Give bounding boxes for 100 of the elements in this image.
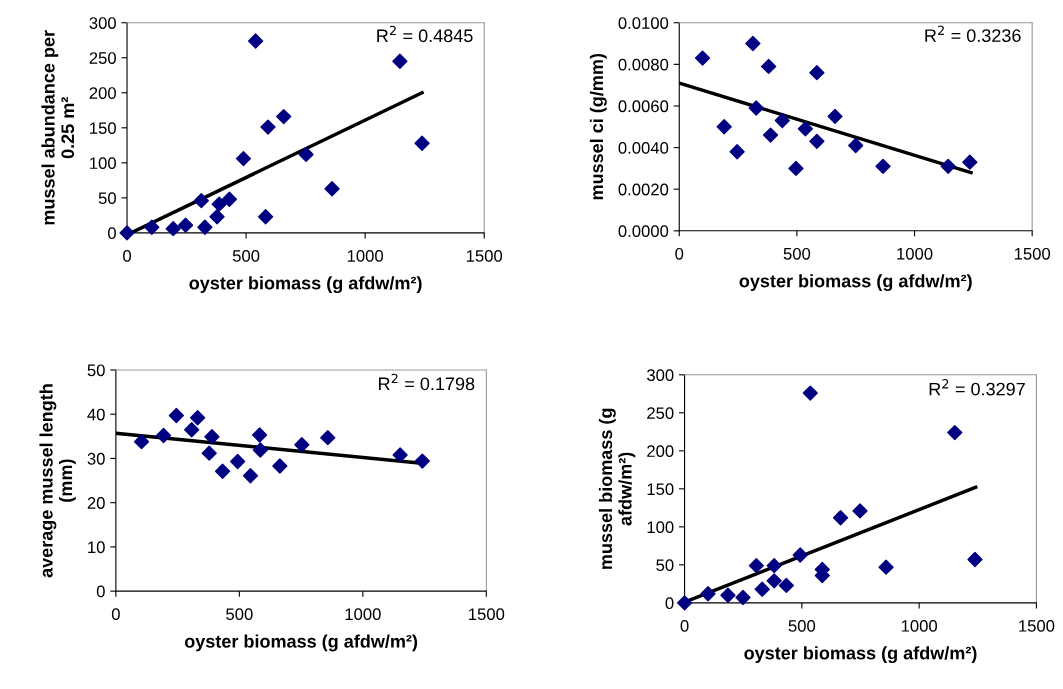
point: [221, 191, 238, 207]
point: [745, 35, 761, 52]
annotation: R$^{2}$ = 0.3236: [925, 25, 1021, 43]
point: [809, 133, 825, 149]
x-tick-label: 1500: [469, 608, 505, 621]
point: [242, 468, 259, 484]
y-tick-label: 0.0080: [618, 58, 669, 71]
point: [716, 119, 732, 135]
point: [201, 445, 217, 461]
point: [774, 112, 790, 129]
y-tick-label: 100: [90, 157, 116, 170]
x-tick-label: 500: [232, 249, 260, 262]
point: [875, 158, 891, 174]
annotation: R$^{2}$ = 0.3297: [929, 379, 1025, 396]
y-tick-label: 200: [89, 87, 116, 99]
y-tick-label: 50: [87, 364, 105, 377]
y-tick-label: 10: [88, 541, 105, 554]
point: [802, 385, 818, 401]
point: [878, 559, 894, 575]
y-axis-title: average mussel length (mm): [39, 384, 76, 578]
point: [324, 181, 340, 197]
point: [209, 209, 225, 225]
point: [119, 225, 135, 241]
point: [189, 410, 206, 426]
y-tick-label: 0.0000: [618, 225, 669, 238]
point: [414, 135, 430, 151]
point: [184, 422, 200, 438]
point: [832, 510, 849, 526]
y-tick-label: 150: [90, 122, 116, 135]
point: [235, 150, 252, 167]
point: [298, 146, 314, 163]
x-axis-title: oyster biomass (g afdw/m²): [739, 274, 972, 292]
x-tick-label: 0: [680, 619, 689, 632]
point: [168, 407, 185, 424]
point: [694, 50, 711, 66]
point: [947, 424, 963, 441]
point: [177, 217, 194, 233]
y-tick-label: 0.0100: [618, 17, 669, 29]
y-tick-label: 100: [647, 521, 674, 534]
y-tick-label: 40: [87, 408, 105, 421]
y-tick-label: 20: [87, 497, 105, 509]
point: [193, 193, 209, 209]
x-tick-label: 0: [675, 247, 684, 260]
point: [676, 595, 693, 611]
point: [766, 557, 782, 574]
point: [247, 33, 264, 49]
point: [748, 557, 764, 574]
point: [320, 430, 336, 446]
x-axis-title: oyster biomass (g afdw/m²): [744, 646, 977, 664]
point: [257, 209, 274, 225]
point: [967, 551, 983, 568]
point: [748, 100, 764, 116]
point: [754, 581, 770, 597]
x-axis-title: oyster biomass (g afdw/m²): [189, 276, 422, 294]
x-tick-label: 1000: [897, 247, 933, 260]
point: [414, 453, 430, 469]
y-tick-label: 0.0040: [618, 141, 669, 154]
x-tick-label: 0: [123, 249, 132, 262]
y-axis-title: mussel biomass (g afdw/m²): [598, 408, 636, 569]
point: [720, 587, 736, 603]
point: [272, 458, 288, 474]
y-tick-label: 30: [87, 452, 105, 465]
point: [392, 53, 408, 69]
x-tick-label: 500: [783, 247, 811, 260]
point: [788, 160, 804, 177]
point: [792, 547, 808, 563]
x-tick-label: 1000: [901, 619, 938, 632]
y-tick-label: 250: [647, 407, 674, 420]
x-tick-label: 1000: [347, 249, 384, 262]
point: [729, 144, 745, 160]
point: [700, 586, 716, 602]
point: [197, 219, 213, 235]
x-tick-label: 500: [788, 619, 816, 632]
point: [809, 65, 825, 81]
point: [251, 427, 268, 443]
point: [852, 503, 868, 519]
point: [761, 58, 777, 75]
point: [276, 108, 292, 125]
point: [211, 196, 227, 212]
annotation: R$^{2}$ = 0.4845: [377, 25, 473, 43]
x-tick-label: 500: [226, 608, 253, 621]
point: [133, 434, 150, 450]
y-tick-label: 0: [96, 585, 105, 598]
point: [144, 219, 160, 235]
point: [155, 427, 172, 444]
point: [940, 158, 956, 174]
point: [260, 119, 276, 135]
point: [762, 127, 779, 143]
y-tick-label: 50: [656, 559, 674, 572]
y-axis-title: mussel ci (g/mm): [589, 53, 607, 200]
y-tick-label: 0.0020: [618, 183, 669, 196]
y-axis-title: mussel abundance per 0.25 m²: [41, 30, 75, 225]
point: [797, 121, 814, 137]
y-tick-label: 0: [665, 597, 674, 610]
y-tick-label: 0.0060: [618, 100, 669, 113]
point: [778, 577, 795, 594]
y-tick-label: 300: [89, 17, 116, 29]
y-tick-label: 300: [646, 369, 674, 382]
point: [204, 429, 220, 445]
point: [735, 589, 751, 606]
